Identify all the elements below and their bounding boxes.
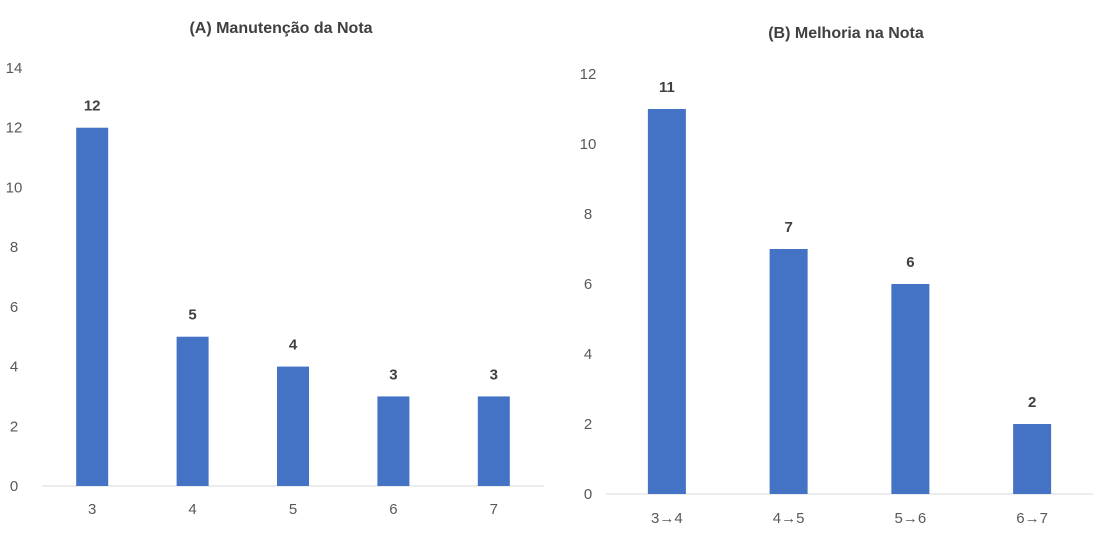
chart-a-data-label: 4 [289,337,298,354]
chart-a-x-tick-label: 7 [490,501,498,518]
chart-a-y-tick-label: 6 [10,299,18,316]
chart-a-y-tick-label: 4 [10,359,18,376]
chart-a-y-tick-label: 8 [10,239,18,256]
chart-a-x-tick-label: 6 [389,501,397,518]
chart-b-bar [891,284,930,494]
chart-b-bar [1013,424,1052,494]
chart-a-data-label: 3 [389,366,397,383]
chart-b-melhoria: (B) Melhoria na Nota 0 2 4 6 8 10 12 11 3→4 7 4→5 6… [580,25,1093,527]
chart-b-x-tick-label: 4→5 [773,510,805,527]
chart-a-data-label: 5 [188,307,196,324]
chart-b-data-label: 11 [659,79,675,96]
chart-b-data-label: 7 [784,219,792,236]
chart-a-y-tick-label: 14 [6,60,23,77]
chart-a-y-tick-label: 12 [6,120,23,137]
chart-b-y-tick-label: 8 [584,206,592,223]
chart-b-data-label: 2 [1028,394,1036,411]
chart-a-y-tick-label: 10 [6,179,23,196]
chart-b-x-tick-label: 6→7 [1016,510,1048,527]
chart-b-y-tick-label: 12 [580,66,597,83]
chart-a-y-tick-label: 0 [10,478,18,495]
chart-b-y-tick-label: 0 [584,486,592,503]
chart-a-x-tick-label: 5 [289,501,297,518]
chart-a-bar [176,336,209,486]
chart-a-data-label: 3 [490,366,498,383]
chart-a-x-tick-label: 3 [88,501,96,518]
chart-a-data-label: 12 [84,98,101,115]
chart-b-title: (B) Melhoria na Nota [768,25,924,42]
chart-a-x-tick-label: 4 [188,501,196,518]
chart-b-y-tick-label: 10 [580,136,597,153]
chart-a-bar [76,127,109,486]
chart-b-y-tick-label: 2 [584,416,592,433]
chart-b-data-label: 6 [906,254,914,271]
chart-a-bar [477,396,510,486]
chart-a-y-tick-label: 2 [10,418,18,435]
chart-b-y-tick-label: 6 [584,276,592,293]
chart-a-title: (A) Manutenção da Nota [189,20,372,37]
chart-a-bar [377,396,410,486]
chart-a-bar [277,366,309,486]
chart-b-x-tick-label: 5→6 [895,510,927,527]
chart-b-y-tick-label: 4 [584,346,592,363]
chart-b-bar [769,249,808,494]
chart-a-manutencao: (A) Manutenção da Nota 0 2 4 6 8 10 12 14 12 3 5 4 4… [6,20,544,518]
chart-b-bar [647,109,686,494]
chart-b-x-tick-label: 3→4 [651,510,683,527]
